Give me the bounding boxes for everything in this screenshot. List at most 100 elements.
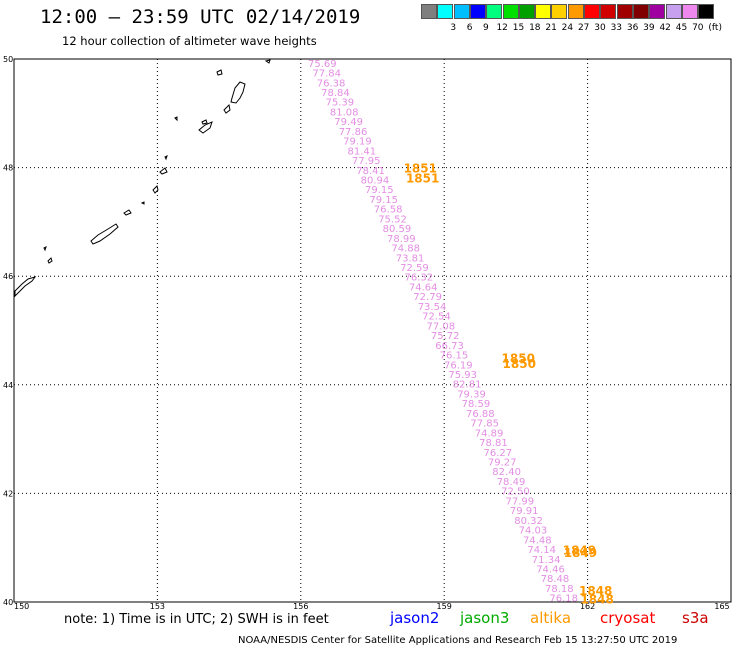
- legend-swatch: [535, 4, 552, 19]
- legend-label: 15: [512, 23, 525, 33]
- satellite-label-s3a: s3a: [682, 609, 709, 627]
- longitude-label: 162: [580, 602, 595, 611]
- swh-value: 77.86: [339, 127, 368, 138]
- pass-time-label: 1848: [579, 584, 612, 598]
- swh-value: 79.27: [488, 458, 517, 469]
- legend-swatch: [421, 4, 437, 19]
- swh-value: 74.64: [409, 282, 438, 293]
- pass-time-label: 1849: [564, 546, 597, 560]
- legend-swatch: [698, 4, 715, 19]
- coastline-kuril-islands: [14, 59, 271, 298]
- legend-swatch: [551, 4, 568, 19]
- latitude-label: 46: [3, 272, 13, 281]
- legend-swatch: [600, 4, 617, 19]
- swh-value: 81.41: [347, 146, 376, 157]
- swh-value: 76.15: [440, 351, 469, 362]
- legend-swatch: [469, 4, 486, 19]
- island-outline: [174, 116, 178, 122]
- pass-time-label: 1849: [563, 543, 596, 557]
- map-title: 12:00 – 23:59 UTC 02/14/2019: [40, 6, 361, 28]
- altimeter-track: 75.6977.8476.3878.8475.3981.0879.4977.86…: [308, 59, 578, 605]
- pass-time-label: 1851: [406, 171, 439, 185]
- swh-value: 72.54: [422, 312, 451, 323]
- legend-swatch: [486, 4, 503, 19]
- note-text: note: 1) Time is in UTC; 2) SWH is in fe…: [64, 612, 329, 627]
- swh-value: 75.72: [431, 331, 460, 342]
- swh-value: 72.50: [501, 487, 530, 498]
- grid-lines: [14, 59, 731, 602]
- island-outline: [140, 201, 145, 205]
- swh-value: 74.03: [519, 526, 548, 537]
- satellite-label-jason2: jason2: [390, 609, 440, 627]
- island-outline: [164, 155, 168, 161]
- swh-value: 75.52: [378, 214, 407, 225]
- longitude-label: 156: [293, 602, 308, 611]
- satellite-label-altika: altika: [530, 609, 572, 627]
- longitude-label: 150: [14, 602, 29, 611]
- swh-value: 78.41: [356, 166, 385, 177]
- legend-label: 12: [496, 23, 508, 33]
- legend-label: 42: [659, 23, 671, 33]
- pass-time-label: 1851: [404, 162, 437, 176]
- legend-swatch: [518, 4, 535, 19]
- swh-value: 79.19: [343, 137, 372, 148]
- legend-swatch: [649, 4, 666, 19]
- swh-value: 74.88: [391, 244, 420, 255]
- swh-value: 76.18: [549, 594, 578, 605]
- legend-swatch: [632, 4, 649, 19]
- swh-value: 78.48: [541, 574, 570, 585]
- legend-unit: (ft): [708, 23, 722, 33]
- swh-value: 77.85: [470, 419, 499, 430]
- legend-swatch: [681, 4, 698, 19]
- latitude-label: 42: [3, 489, 13, 498]
- longitude-label: 153: [150, 602, 165, 611]
- legend-label: 18: [529, 23, 541, 33]
- swh-value: 80.59: [383, 224, 412, 235]
- latitude-label: 48: [3, 164, 13, 173]
- island-outline: [43, 246, 47, 252]
- swh-value: 82.40: [492, 467, 521, 478]
- swh-value: 78.18: [545, 584, 574, 595]
- island-outline: [223, 103, 231, 114]
- island-outline: [198, 121, 213, 134]
- island-outline: [230, 81, 246, 104]
- swh-value: 80.32: [514, 516, 543, 527]
- swh-value: 77.84: [312, 69, 341, 80]
- legend-swatch: [502, 4, 519, 19]
- legend-label: 27: [577, 23, 590, 33]
- swh-value: 79.49: [334, 117, 363, 128]
- swh-value: 77.95: [352, 156, 381, 167]
- island-outline: [159, 167, 168, 175]
- longitude-label: 165: [714, 602, 729, 611]
- swh-value: 74.48: [523, 535, 552, 546]
- swh-value: 76.32: [405, 273, 434, 284]
- swh-value: 71.34: [532, 555, 561, 566]
- legend-label: 24: [561, 23, 574, 33]
- swh-value: 79.15: [369, 195, 398, 206]
- legend-swatch: [616, 4, 633, 19]
- island-outline: [123, 209, 132, 216]
- legend-swatch: [665, 4, 682, 19]
- swh-value: 82.81: [453, 380, 482, 391]
- island-outline: [264, 59, 271, 64]
- swh-value: 77.99: [505, 496, 534, 507]
- island-outline: [90, 223, 119, 245]
- swh-value: 73.54: [418, 302, 447, 313]
- legend-label: 36: [626, 23, 639, 33]
- swh-value: 80.94: [361, 175, 390, 186]
- swh-value: 78.99: [387, 234, 416, 245]
- legend-label: 30: [594, 23, 606, 33]
- legend-swatch: [567, 4, 584, 19]
- legend-label: 6: [466, 23, 473, 33]
- swh-value: 76.27: [484, 448, 513, 459]
- latitude-label: 50: [3, 55, 13, 64]
- island-outline: [47, 257, 53, 264]
- swh-value: 76.58: [374, 205, 403, 216]
- satellite-label-cryosat: cryosat: [600, 609, 656, 627]
- pass-time-label: 1848: [580, 592, 613, 606]
- swh-value: 74.46: [536, 564, 565, 575]
- swh-value: 78.81: [479, 438, 508, 449]
- pass-time-label: 1850: [502, 352, 535, 366]
